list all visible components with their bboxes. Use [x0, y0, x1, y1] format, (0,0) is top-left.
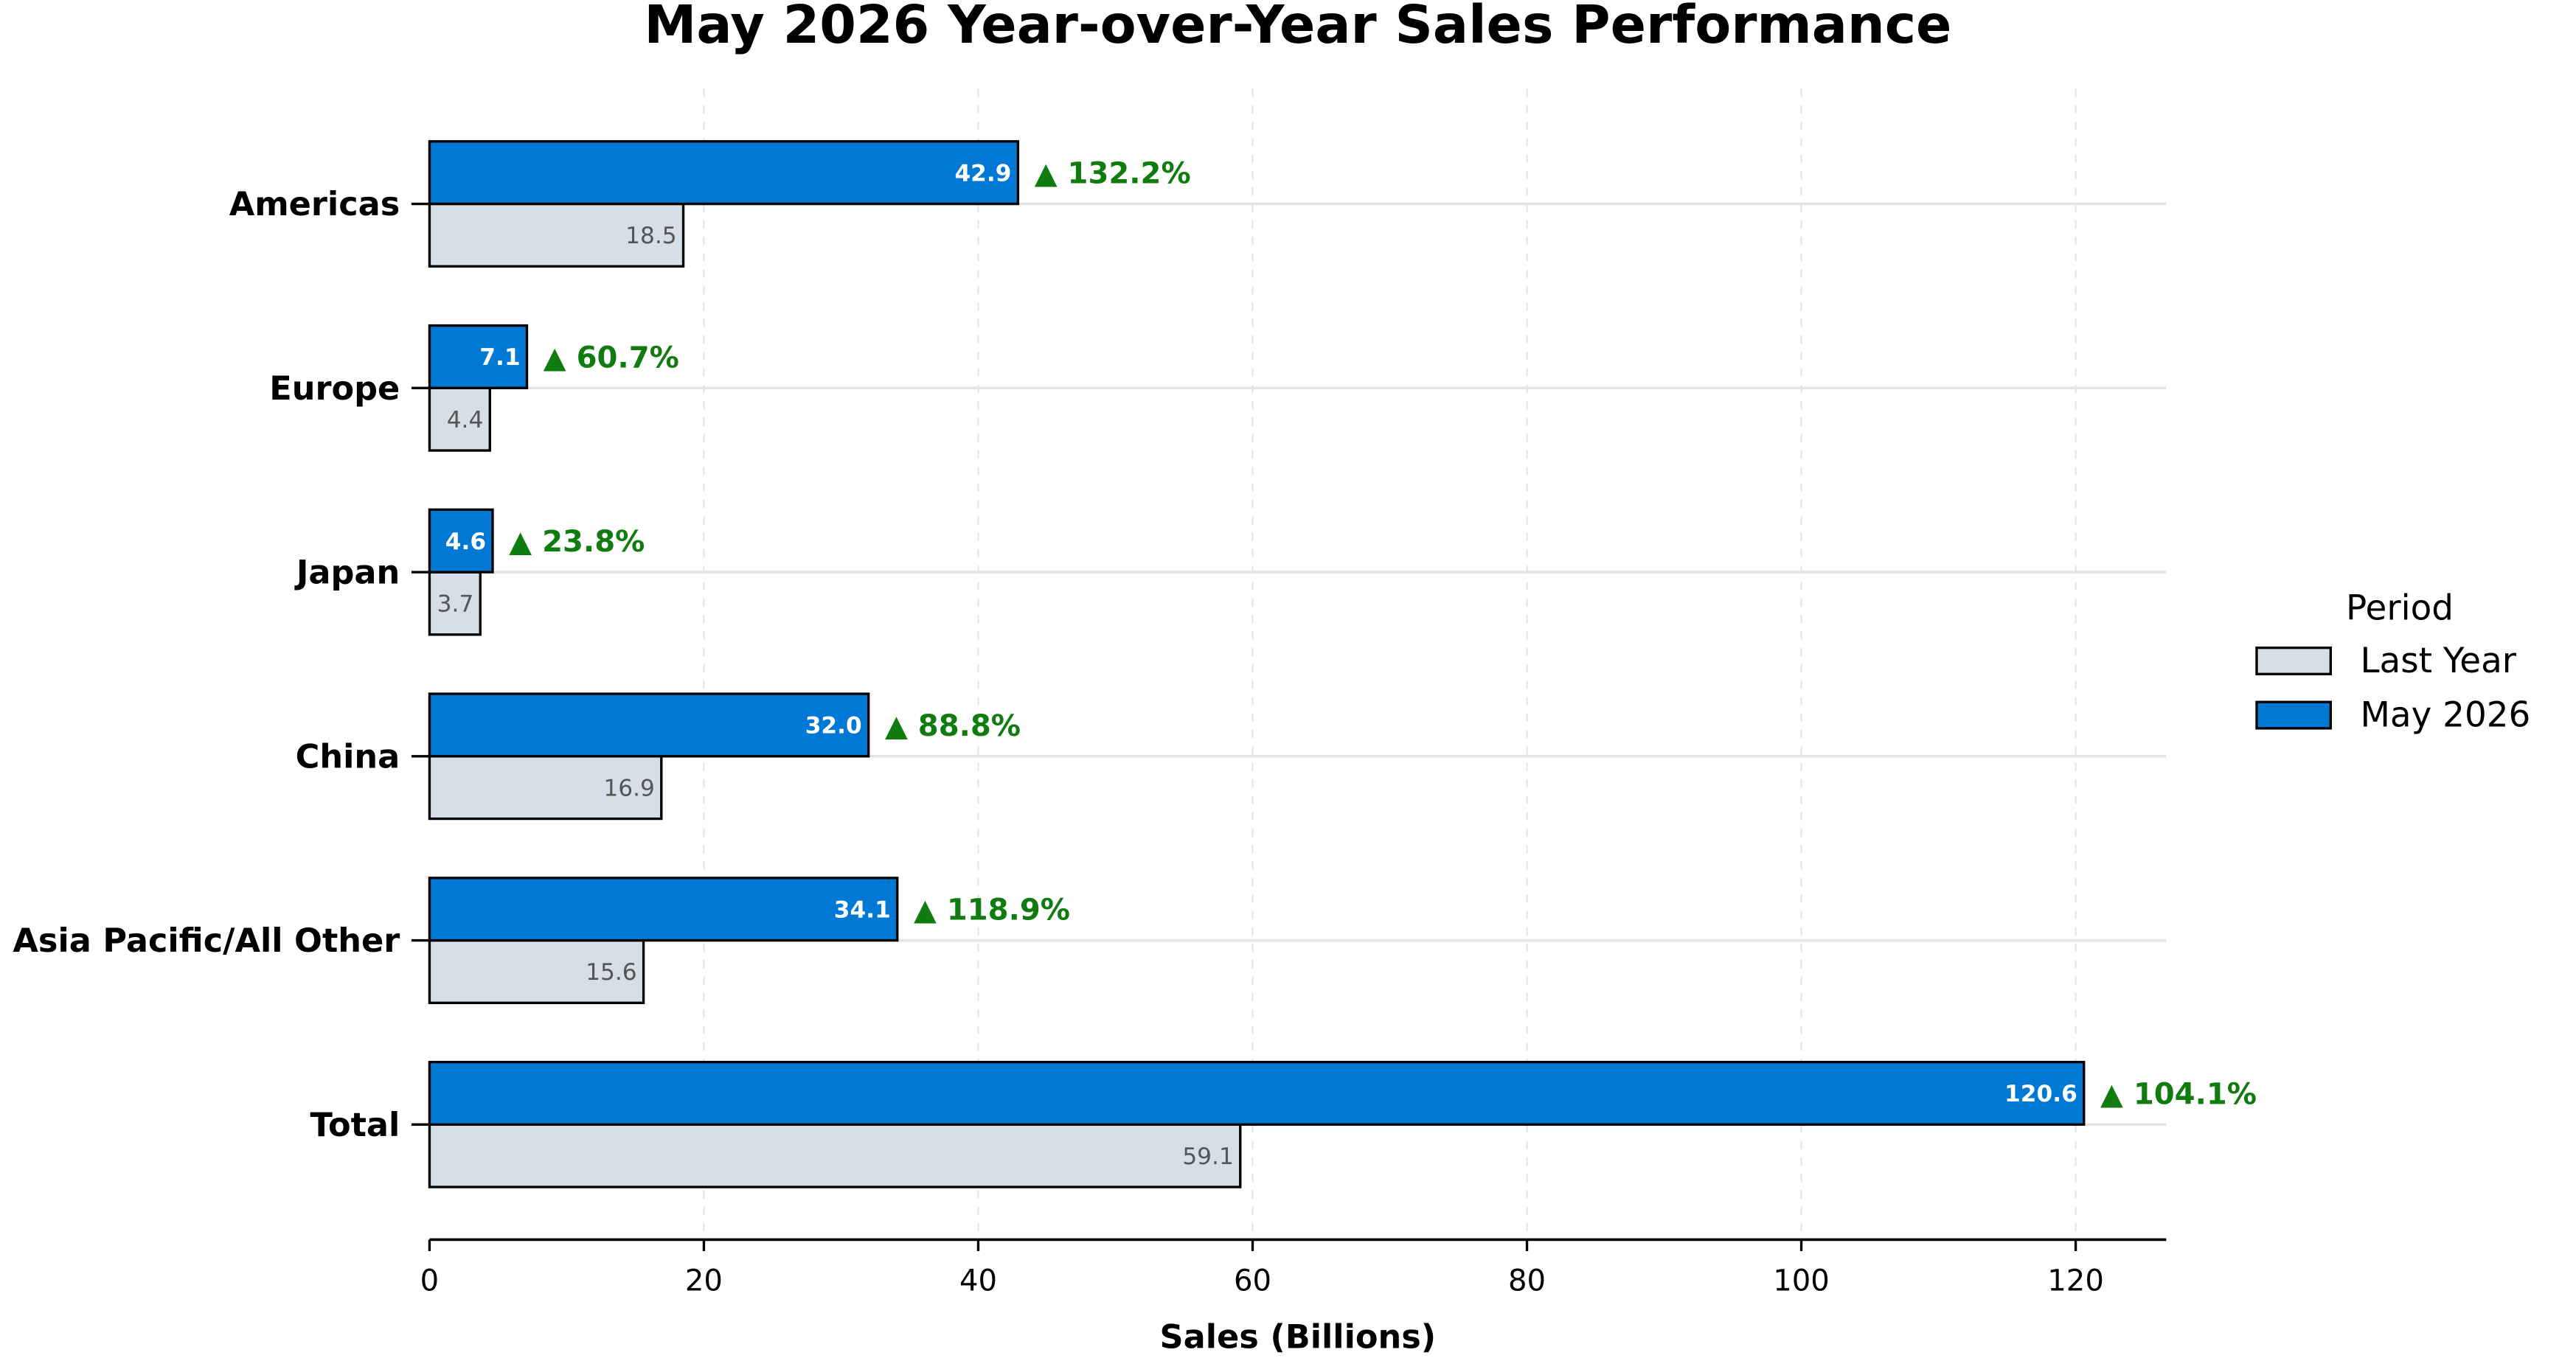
value-label-may-2026-china: 32.0: [805, 713, 862, 739]
x-tick-label-100: 100: [1773, 1264, 1830, 1298]
y-tick-label-total: Total: [310, 1106, 400, 1144]
value-label-may-2026-americas: 42.9: [954, 160, 1011, 187]
value-label-last-year-europe: 4.4: [447, 407, 484, 433]
legend-swatch-may-2026: [2255, 700, 2333, 730]
value-label-last-year-china: 16.9: [603, 775, 655, 801]
growth-label-china: ▲ 88.8%: [885, 709, 1021, 743]
x-tick-label-60: 60: [1234, 1264, 1271, 1298]
legend-label-last-year: Last Year: [2360, 641, 2516, 681]
bar-last-year-china: [428, 755, 663, 821]
growth-label-total: ▲ 104.1%: [2100, 1077, 2257, 1111]
y-tick-label-japan: Japan: [294, 554, 400, 592]
bar-may-2026-total: [428, 1060, 2086, 1127]
x-tick-label-120: 120: [2047, 1264, 2104, 1298]
value-label-last-year-japan: 3.7: [437, 591, 474, 618]
bar-may-2026-asia-pacific-all-other: [428, 877, 899, 942]
value-label-last-year-americas: 18.5: [625, 223, 677, 249]
bar-may-2026-americas: [428, 140, 1020, 206]
y-tick-label-europe: Europe: [269, 369, 400, 408]
legend-label-may-2026: May 2026: [2360, 696, 2530, 736]
x-axis-label: Sales (Billions): [1160, 1318, 1437, 1357]
legend-title: Period: [2346, 589, 2454, 629]
axes: 0 20 40 60 80 100 120 Americas Europe Japan China A…: [13, 185, 2167, 1298]
legend-entry-last-year: Last Year: [2255, 641, 2517, 681]
value-label-last-year-total: 59.1: [1182, 1143, 1234, 1170]
value-label-may-2026-total: 120.6: [2004, 1081, 2077, 1107]
bars: [428, 140, 2086, 1188]
growth-label-asia-pacific-all-other: ▲ 118.9%: [914, 894, 1070, 927]
bar-may-2026-japan: [428, 508, 494, 574]
value-label-may-2026-asia-pacific-all-other: 34.1: [834, 896, 891, 923]
value-label-last-year-asia-pacific-all-other: 15.6: [586, 959, 637, 986]
legend: Period Last Year May 2026: [2255, 589, 2530, 736]
value-label-may-2026-japan: 4.6: [445, 529, 486, 555]
data-labels: 18.5 4.4 3.7 16.9 15.6 59.1 42.9 7.1 4.6 32.0 34.1…: [437, 157, 2257, 1170]
legend-entry-may-2026: May 2026: [2255, 696, 2530, 736]
x-tick-label-40: 40: [959, 1264, 997, 1298]
y-tick-label-asia-pacific-all-other: Asia Pacific/All Other: [13, 922, 400, 960]
x-tick-label-20: 20: [685, 1264, 723, 1298]
bar-last-year-total: [428, 1123, 1242, 1188]
legend-swatch-last-year: [2255, 646, 2333, 675]
growth-label-europe: ▲ 60.7%: [544, 341, 679, 375]
x-tick-label-0: 0: [420, 1264, 440, 1298]
x-tick-label-80: 80: [1508, 1264, 1546, 1298]
bar-last-year-japan: [428, 571, 482, 636]
bar-last-year-asia-pacific-all-other: [428, 939, 645, 1004]
value-label-may-2026-europe: 7.1: [479, 344, 520, 371]
growth-label-japan: ▲ 23.8%: [509, 525, 645, 559]
chart-title: May 2026 Year-over-Year Sales Performanc…: [644, 0, 1951, 55]
bar-may-2026-europe: [428, 324, 529, 389]
growth-label-americas: ▲ 132.2%: [1035, 157, 1191, 191]
y-tick-label-americas: Americas: [229, 185, 400, 223]
y-tick-label-china: China: [296, 737, 400, 776]
bar-may-2026-china: [428, 692, 870, 758]
